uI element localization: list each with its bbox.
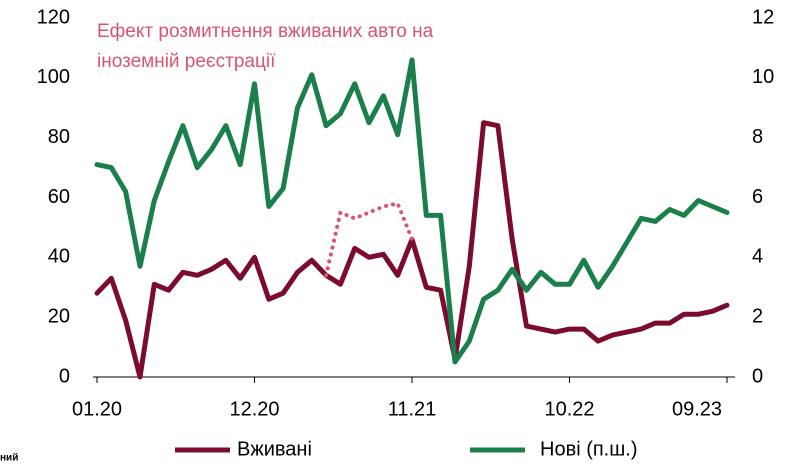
y2-tick-label: 12 xyxy=(752,6,774,28)
y-tick-label: 0 xyxy=(59,365,70,387)
y-tick-label: 80 xyxy=(48,126,70,148)
y2-tick-label: 0 xyxy=(752,365,763,387)
y2-tick-label: 2 xyxy=(752,305,763,327)
annotation: іноземній реєстрації xyxy=(97,51,276,72)
legend-label: Нові (п.ш.) xyxy=(540,438,638,460)
y-tick-label: 120 xyxy=(37,6,70,28)
line-series xyxy=(324,201,414,278)
y-tick-label: 60 xyxy=(48,186,70,208)
y2-tick-label: 10 xyxy=(752,66,774,88)
x-tick-label: 11.21 xyxy=(388,398,437,420)
annotation: Ефект розмитнення вживаних авто на xyxy=(97,21,434,42)
y-tick-label: 40 xyxy=(48,246,70,268)
x-tick-label: 10.22 xyxy=(544,398,594,420)
x-tick-label: 12.20 xyxy=(229,398,279,420)
line-series xyxy=(94,57,730,365)
y2-tick-label: 4 xyxy=(752,246,763,268)
y-tick-label: 100 xyxy=(37,66,70,88)
y2-tick-label: 6 xyxy=(752,186,763,208)
legend-label: Вживані xyxy=(237,438,312,460)
y2-tick-label: 8 xyxy=(752,126,763,148)
line-series xyxy=(94,120,730,380)
y-tick-label: 20 xyxy=(48,305,70,327)
footer-fragment: ний xyxy=(0,453,18,464)
x-tick-label: 01.20 xyxy=(72,398,122,420)
x-tick-label: 09.23 xyxy=(672,398,722,420)
